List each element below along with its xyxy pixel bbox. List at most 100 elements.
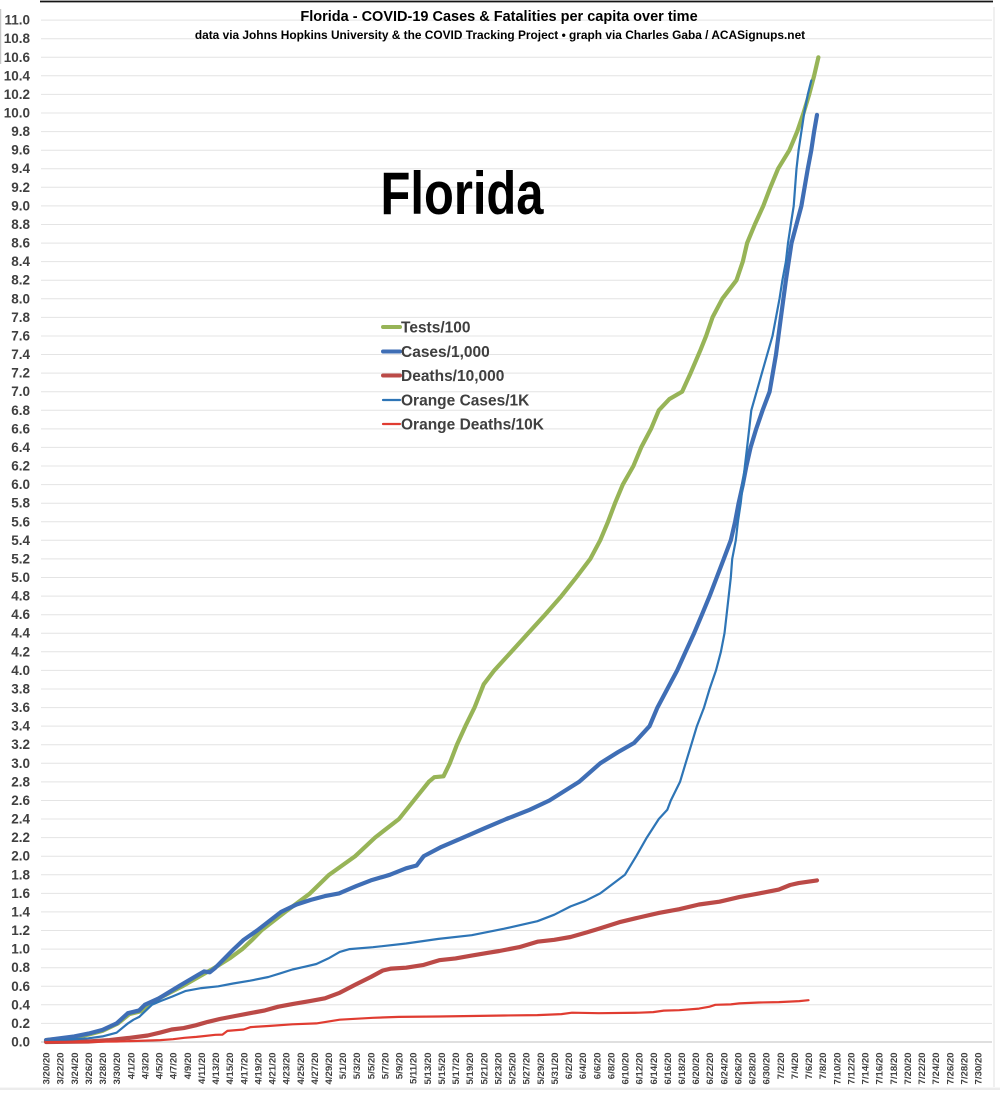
svg-text:5.2: 5.2 — [11, 551, 30, 566]
svg-text:7/22/20: 7/22/20 — [917, 1053, 928, 1085]
svg-text:6/20/20: 6/20/20 — [691, 1053, 702, 1085]
svg-text:6/22/20: 6/22/20 — [705, 1053, 716, 1085]
svg-text:5.4: 5.4 — [11, 533, 30, 548]
svg-text:5/13/20: 5/13/20 — [423, 1053, 434, 1085]
svg-text:5/25/20: 5/25/20 — [508, 1053, 519, 1085]
svg-text:3.6: 3.6 — [11, 700, 30, 715]
svg-text:8.0: 8.0 — [11, 291, 30, 306]
svg-text:5/3/20: 5/3/20 — [352, 1053, 363, 1080]
svg-text:8.8: 8.8 — [11, 217, 30, 232]
svg-text:5/19/20: 5/19/20 — [465, 1053, 476, 1085]
svg-text:4/13/20: 4/13/20 — [211, 1053, 222, 1085]
svg-text:7.4: 7.4 — [11, 347, 30, 362]
svg-text:6/2/20: 6/2/20 — [564, 1053, 575, 1080]
svg-text:3.8: 3.8 — [11, 682, 30, 697]
svg-text:3/24/20: 3/24/20 — [70, 1053, 81, 1085]
svg-text:1.6: 1.6 — [11, 886, 30, 901]
svg-text:6.2: 6.2 — [11, 459, 30, 474]
svg-text:7/10/20: 7/10/20 — [832, 1053, 843, 1085]
svg-text:Cases/1,000: Cases/1,000 — [401, 344, 490, 361]
svg-text:6/30/20: 6/30/20 — [762, 1053, 773, 1085]
svg-text:7/26/20: 7/26/20 — [945, 1053, 956, 1085]
svg-text:1.4: 1.4 — [11, 904, 30, 919]
svg-text:2.2: 2.2 — [11, 830, 30, 845]
svg-text:7/30/20: 7/30/20 — [974, 1053, 985, 1085]
svg-text:7/2/20: 7/2/20 — [776, 1053, 787, 1080]
svg-text:7/12/20: 7/12/20 — [846, 1053, 857, 1085]
svg-text:3/20/20: 3/20/20 — [42, 1053, 53, 1085]
svg-text:9.0: 9.0 — [11, 198, 30, 213]
svg-text:9.2: 9.2 — [11, 180, 30, 195]
svg-text:Deaths/10,000: Deaths/10,000 — [401, 368, 504, 385]
svg-text:3/26/20: 3/26/20 — [84, 1053, 95, 1085]
svg-text:7/20/20: 7/20/20 — [903, 1053, 914, 1085]
svg-text:5/17/20: 5/17/20 — [451, 1053, 462, 1085]
svg-text:3.2: 3.2 — [11, 737, 30, 752]
svg-text:6/8/20: 6/8/20 — [606, 1053, 617, 1080]
svg-text:7.8: 7.8 — [11, 310, 30, 325]
svg-text:Florida - COVID-19 Cases & Fat: Florida - COVID-19 Cases & Fatalities pe… — [300, 9, 697, 25]
svg-text:4/3/20: 4/3/20 — [140, 1053, 151, 1080]
svg-text:4/19/20: 4/19/20 — [253, 1053, 264, 1085]
svg-text:data via Johns Hopkins Univers: data via Johns Hopkins University & the … — [195, 28, 805, 42]
svg-text:4/5/20: 4/5/20 — [155, 1053, 166, 1080]
svg-text:1.0: 1.0 — [11, 942, 30, 957]
svg-text:3.4: 3.4 — [11, 719, 30, 734]
svg-text:5/15/20: 5/15/20 — [437, 1053, 448, 1085]
svg-text:7/18/20: 7/18/20 — [889, 1053, 900, 1085]
svg-text:7.2: 7.2 — [11, 366, 30, 381]
svg-text:6.6: 6.6 — [11, 421, 30, 436]
svg-text:5/23/20: 5/23/20 — [493, 1053, 504, 1085]
svg-text:Orange Deaths/10K: Orange Deaths/10K — [401, 417, 545, 434]
svg-text:6.8: 6.8 — [11, 403, 30, 418]
svg-text:6/10/20: 6/10/20 — [621, 1053, 632, 1085]
svg-text:0.0: 0.0 — [11, 1035, 30, 1050]
svg-text:6.4: 6.4 — [11, 440, 30, 455]
svg-text:3/22/20: 3/22/20 — [56, 1053, 67, 1085]
svg-text:7/4/20: 7/4/20 — [790, 1053, 801, 1080]
svg-text:Orange Cases/1K: Orange Cases/1K — [401, 393, 530, 410]
svg-text:Florida: Florida — [381, 160, 545, 227]
svg-text:6.0: 6.0 — [11, 477, 30, 492]
svg-text:Tests/100: Tests/100 — [401, 320, 471, 337]
svg-text:0.4: 0.4 — [11, 997, 30, 1012]
svg-text:5.6: 5.6 — [11, 514, 30, 529]
svg-text:11.0: 11.0 — [4, 13, 30, 28]
svg-text:4/29/20: 4/29/20 — [324, 1053, 335, 1085]
svg-text:5/31/20: 5/31/20 — [550, 1053, 561, 1085]
svg-text:5/9/20: 5/9/20 — [395, 1053, 406, 1080]
svg-text:7/24/20: 7/24/20 — [931, 1053, 942, 1085]
svg-text:0.8: 0.8 — [11, 960, 30, 975]
svg-text:4/27/20: 4/27/20 — [310, 1053, 321, 1085]
svg-text:9.8: 9.8 — [11, 124, 30, 139]
svg-text:7.0: 7.0 — [11, 384, 30, 399]
svg-text:5/1/20: 5/1/20 — [338, 1053, 349, 1080]
svg-text:2.8: 2.8 — [11, 774, 30, 789]
svg-text:6/18/20: 6/18/20 — [677, 1053, 688, 1085]
svg-text:4.2: 4.2 — [11, 644, 30, 659]
svg-text:5/27/20: 5/27/20 — [522, 1053, 533, 1085]
svg-text:0.2: 0.2 — [11, 1016, 30, 1031]
svg-text:4/9/20: 4/9/20 — [183, 1053, 194, 1080]
svg-text:5/29/20: 5/29/20 — [536, 1053, 547, 1085]
svg-text:9.4: 9.4 — [11, 161, 30, 176]
svg-text:6/24/20: 6/24/20 — [719, 1053, 730, 1085]
svg-text:1.8: 1.8 — [11, 867, 30, 882]
svg-text:5/11/20: 5/11/20 — [409, 1053, 420, 1084]
svg-text:4/15/20: 4/15/20 — [225, 1053, 236, 1085]
svg-text:9.6: 9.6 — [11, 143, 30, 158]
svg-text:2.6: 2.6 — [11, 793, 30, 808]
svg-text:4/21/20: 4/21/20 — [268, 1053, 279, 1085]
svg-text:7/14/20: 7/14/20 — [861, 1053, 872, 1085]
svg-text:4.4: 4.4 — [11, 626, 30, 641]
svg-text:7/28/20: 7/28/20 — [959, 1053, 970, 1085]
svg-text:8.4: 8.4 — [11, 254, 30, 269]
svg-text:6/6/20: 6/6/20 — [592, 1053, 603, 1080]
svg-text:4/25/20: 4/25/20 — [296, 1053, 307, 1085]
svg-text:2.4: 2.4 — [11, 812, 30, 827]
svg-text:4/7/20: 4/7/20 — [169, 1053, 180, 1080]
svg-text:4/17/20: 4/17/20 — [239, 1053, 250, 1085]
svg-text:1.2: 1.2 — [11, 923, 30, 938]
svg-text:3/30/20: 3/30/20 — [112, 1053, 123, 1085]
svg-text:5/21/20: 5/21/20 — [479, 1053, 490, 1085]
